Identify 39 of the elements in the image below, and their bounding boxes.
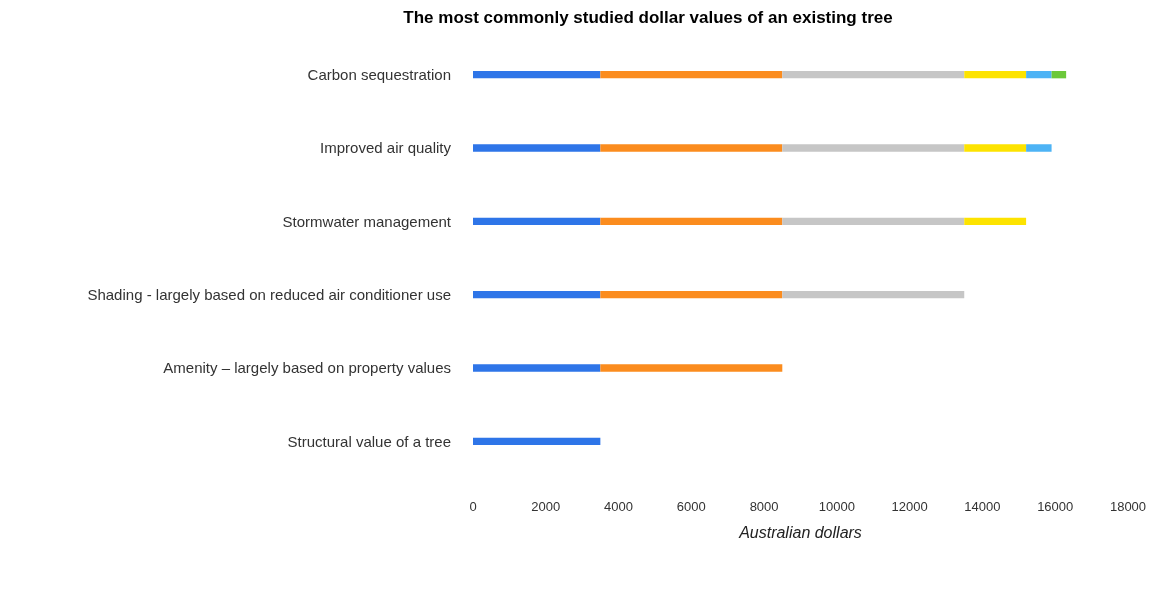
- bar: [964, 144, 1027, 152]
- x-tick-label: 18000: [1109, 499, 1147, 515]
- bar: [473, 437, 601, 445]
- y-tick-label: Stormwater management: [282, 212, 452, 230]
- bar: [473, 144, 601, 152]
- x-tick-label: 0: [469, 499, 477, 515]
- y-tick-label: Shading - largely based on reduced air conditioner use: [87, 285, 451, 303]
- bar: [782, 71, 965, 79]
- bar: [600, 71, 783, 79]
- bar: [964, 217, 1027, 225]
- bar: [782, 144, 965, 152]
- x-tick-label: 2000: [531, 499, 561, 515]
- bar: [1026, 71, 1052, 79]
- y-tick-label: Improved air quality: [320, 139, 452, 157]
- y-tick-label: Amenity – largely based on property values: [163, 359, 451, 377]
- bar: [782, 217, 965, 225]
- bar: [600, 364, 783, 372]
- x-tick-label: 14000: [964, 499, 1001, 515]
- bar: [1051, 71, 1067, 79]
- x-tick-label: 12000: [891, 499, 928, 515]
- chart-title: The most commonly studied dollar values of an existing tree: [402, 8, 894, 28]
- bar: [782, 291, 965, 299]
- x-tick-label: 8000: [749, 499, 779, 515]
- y-tick-label: Carbon sequestration: [307, 65, 451, 83]
- x-tick-label: 4000: [604, 499, 634, 515]
- x-axis-title: Australian dollars: [738, 524, 862, 541]
- bar: [473, 217, 601, 225]
- bar: [473, 291, 601, 299]
- bar: [600, 291, 783, 299]
- bar: [964, 71, 1027, 79]
- x-tick-label: 16000: [1037, 499, 1074, 515]
- x-tick-label: 10000: [818, 499, 855, 515]
- x-tick-label: 6000: [676, 499, 706, 515]
- bar: [473, 71, 601, 79]
- bar: [600, 217, 783, 225]
- bar: [473, 364, 601, 372]
- bar: [600, 144, 783, 152]
- bar: [1026, 144, 1052, 152]
- y-tick-label: Structural value of a tree: [287, 432, 451, 450]
